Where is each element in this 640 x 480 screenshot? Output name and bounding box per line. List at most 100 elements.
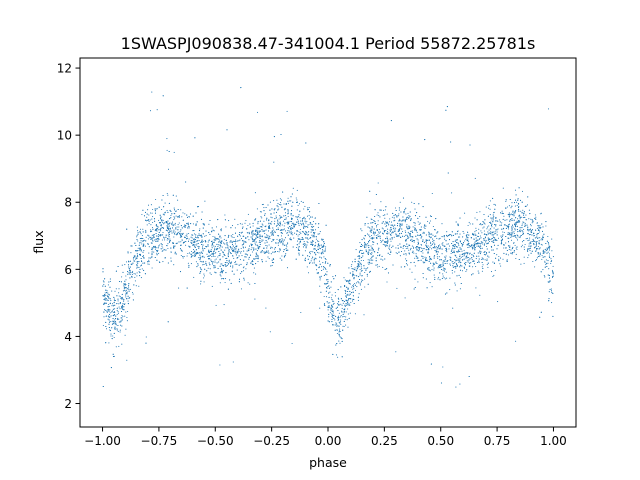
data-point	[486, 259, 488, 261]
data-point	[345, 316, 347, 318]
data-point	[519, 237, 521, 239]
data-point	[346, 303, 348, 305]
data-point	[106, 294, 108, 296]
data-point	[476, 255, 478, 257]
data-point	[418, 246, 420, 248]
data-point	[131, 273, 133, 276]
data-point	[396, 253, 398, 255]
data-point	[257, 260, 259, 263]
data-point	[483, 213, 485, 216]
data-point	[379, 237, 381, 240]
data-point	[377, 220, 379, 222]
data-point	[305, 226, 307, 228]
data-point	[215, 251, 217, 254]
data-point	[317, 246, 319, 248]
data-point	[369, 227, 371, 229]
data-point	[456, 242, 458, 244]
data-point	[201, 243, 203, 246]
data-point	[256, 250, 258, 252]
data-point	[513, 233, 515, 235]
data-point	[531, 231, 533, 233]
data-point	[446, 231, 448, 233]
data-point	[117, 300, 119, 302]
data-point	[350, 265, 352, 267]
data-point	[130, 252, 132, 254]
data-point	[151, 252, 153, 254]
data-point	[467, 252, 469, 254]
data-point	[466, 260, 468, 262]
data-point	[224, 243, 226, 245]
data-point	[543, 252, 545, 254]
data-point	[222, 265, 224, 267]
data-point	[360, 288, 362, 290]
data-point	[286, 267, 289, 269]
data-point	[314, 257, 316, 259]
data-point	[259, 234, 261, 236]
data-point	[224, 278, 227, 280]
data-point	[248, 258, 250, 260]
data-point	[226, 264, 228, 267]
data-point	[519, 227, 521, 229]
data-point	[250, 249, 252, 251]
data-point	[440, 259, 442, 261]
data-point	[173, 207, 175, 209]
data-point	[108, 310, 110, 312]
data-point	[481, 270, 483, 272]
data-point	[276, 199, 278, 201]
data-point	[191, 240, 193, 242]
data-point	[200, 235, 202, 237]
data-point	[388, 245, 390, 247]
data-point	[190, 240, 192, 242]
data-point	[347, 308, 349, 310]
data-point	[394, 230, 396, 232]
data-point	[545, 264, 547, 266]
data-point	[157, 234, 160, 236]
data-point	[208, 232, 210, 234]
data-point	[102, 280, 104, 282]
data-point	[183, 226, 185, 228]
data-point	[381, 240, 383, 243]
data-point	[201, 211, 203, 213]
data-point	[321, 246, 323, 248]
data-point	[171, 221, 174, 223]
data-point	[425, 234, 427, 236]
data-point	[348, 283, 350, 285]
data-point	[432, 240, 434, 242]
data-point	[418, 248, 420, 250]
data-point	[373, 228, 375, 230]
data-point	[496, 248, 498, 250]
data-point	[140, 257, 142, 260]
data-point	[303, 224, 305, 226]
data-point	[282, 220, 285, 222]
data-point	[343, 277, 345, 279]
data-point	[342, 325, 344, 327]
data-point	[257, 228, 259, 230]
data-point	[527, 229, 529, 231]
data-point	[454, 282, 456, 284]
data-point	[128, 288, 130, 290]
data-point	[195, 244, 198, 246]
data-point	[151, 255, 153, 257]
data-point	[154, 248, 156, 250]
data-point	[180, 254, 182, 257]
data-point	[510, 213, 512, 215]
data-point	[214, 261, 216, 263]
data-point	[161, 250, 163, 252]
data-point	[425, 257, 427, 259]
data-point	[156, 226, 158, 228]
data-point	[517, 221, 520, 223]
data-point	[303, 216, 305, 218]
data-point	[497, 220, 499, 222]
data-point	[329, 265, 331, 267]
data-point	[136, 254, 139, 256]
data-point	[225, 247, 227, 249]
data-point	[270, 265, 272, 267]
data-point	[406, 216, 408, 218]
data-point	[124, 315, 126, 317]
data-point	[315, 258, 317, 260]
data-point	[414, 265, 416, 267]
data-point	[428, 222, 431, 224]
data-point	[494, 233, 496, 235]
data-point	[394, 224, 396, 226]
data-point	[204, 235, 206, 237]
